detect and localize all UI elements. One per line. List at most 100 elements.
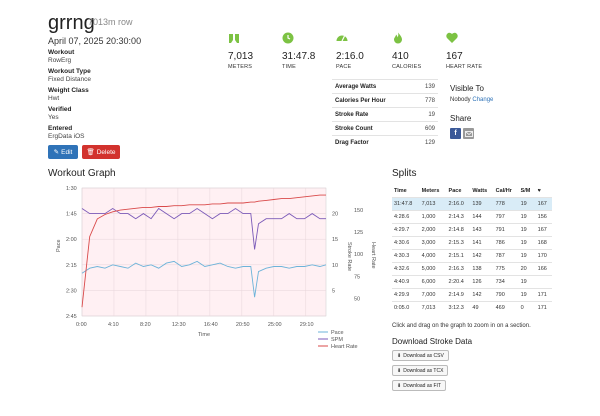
x-axis-title: Time <box>198 332 210 338</box>
y-tick-label: 2:30 <box>66 288 77 294</box>
y-axis-title: Pace <box>56 239 62 252</box>
split-pace: 2:14.9 <box>446 287 471 301</box>
split-watts: 143 <box>470 222 494 236</box>
entered-label: Entered <box>48 125 73 132</box>
x-tick-label: 4:10 <box>108 322 119 328</box>
download-csv-label: Download as CSV <box>403 352 444 359</box>
download-tcx-button[interactable]: ⬇ Download as TCX <box>392 365 449 376</box>
delete-button-label: Delete <box>96 148 116 156</box>
verified-value: Yes <box>48 114 59 121</box>
download-fit-label: Download as FIT <box>403 382 441 389</box>
split-meters: 1,000 <box>419 209 447 223</box>
x-tick-label: 8:20 <box>140 322 151 328</box>
split-time: 31:47.8 <box>392 196 420 210</box>
splits-row: 4:32.6 5,000 2:16.3 138 775 20 166 <box>392 261 552 275</box>
edit-button[interactable]: ✎ Edit <box>48 145 78 159</box>
average-watts-label: Average Watts <box>332 79 415 94</box>
splits-header-row: Time Meters Pace Watts Cal/Hr S/M ♥ <box>392 185 552 197</box>
split-meters: 7,000 <box>419 287 447 301</box>
workout-value: RowErg <box>48 57 72 64</box>
col-watts: Watts <box>472 187 488 194</box>
legend-label: Pace <box>331 330 344 336</box>
email-share-button[interactable] <box>463 128 474 139</box>
x-tick-label: 12:30 <box>172 322 186 328</box>
pace-value: 2:16.0 <box>336 51 364 62</box>
split-cal-hr: 790 <box>493 287 519 301</box>
split-cal-hr: 775 <box>493 261 519 275</box>
split-watts: 138 <box>470 261 494 275</box>
download-icon: ⬇ <box>397 352 402 359</box>
pace-line <box>81 260 327 298</box>
split-cal-hr: 787 <box>493 248 519 262</box>
download-csv-button[interactable]: ⬇ Download as CSV <box>392 350 449 361</box>
y-tick-label: 1:45 <box>66 212 77 218</box>
visible-to-value: Nobody Change <box>450 97 493 103</box>
split-heart-rate: 171 <box>535 300 552 314</box>
weight-class-label: Weight Class <box>48 87 89 94</box>
split-heart-rate: 167 <box>535 222 552 236</box>
meters-value: 7,013 <box>228 51 254 62</box>
split-watts: 142 <box>470 287 494 301</box>
time-label: TIME <box>282 64 296 70</box>
workout-graph-heading: Workout Graph <box>48 168 116 179</box>
split-spm: 19 <box>518 235 536 249</box>
split-meters: 5,000 <box>419 261 447 275</box>
meters-label: METERS <box>228 64 253 70</box>
spm-tick-label: 15 <box>332 237 338 243</box>
col-spm: S/M <box>520 187 531 194</box>
split-cal-hr: 778 <box>493 196 519 210</box>
hr-tick-label: 75 <box>354 274 360 280</box>
spm-tick-label: 20 <box>332 212 338 218</box>
split-heart-rate: 168 <box>535 235 552 249</box>
spm-tick-label: 5 <box>332 288 335 294</box>
split-meters: 3,000 <box>419 235 447 249</box>
stroke-count-label: Stroke Count <box>332 121 415 136</box>
y-tick-label: 2:00 <box>66 237 77 243</box>
x-tick-label: 0:00 <box>76 322 87 328</box>
split-spm: 19 <box>518 248 536 262</box>
split-pace: 2:20.4 <box>446 274 471 288</box>
split-time: 4:32.6 <box>392 261 420 275</box>
edit-button-label: Edit <box>61 148 73 156</box>
workout-title: grrng <box>48 12 95 34</box>
split-time: 4:29.7 <box>392 222 420 236</box>
stat-meters: 7,013 METERS <box>228 31 288 70</box>
download-fit-button[interactable]: ⬇ Download as FIT <box>392 380 446 391</box>
table-row: Average Watts 139 <box>332 79 438 94</box>
split-time: 4:28.6 <box>392 209 420 223</box>
splits-row: 4:29.9 7,000 2:14.9 142 790 19 171 <box>392 287 552 301</box>
flame-icon <box>394 32 402 44</box>
hr-tick-label: 150 <box>354 208 363 214</box>
drag-factor-label: Drag Factor <box>332 135 415 150</box>
drag-factor-value: 129 <box>414 135 438 150</box>
pace-label: PACE <box>336 64 352 70</box>
split-meters: 7,013 <box>419 300 447 314</box>
split-pace: 3:12.3 <box>446 300 471 314</box>
spm-line <box>81 207 326 250</box>
workout-graph[interactable]: 1:30 1:45 2:00 2:15 2:30 2:45 0:00 4:10 8:20 12:3… <box>48 182 384 357</box>
table-row: Calories Per Hour 778 <box>332 93 438 108</box>
download-tcx-label: Download as TCX <box>403 367 444 374</box>
change-visibility-link[interactable]: Change <box>472 97 494 103</box>
split-pace: 2:16.3 <box>446 261 471 275</box>
facebook-share-button[interactable]: f <box>450 128 461 139</box>
split-pace: 2:15.3 <box>446 235 471 249</box>
spm-tick-label: 10 <box>332 263 338 269</box>
split-heart-rate: 170 <box>535 248 552 262</box>
download-heading: Download Stroke Data <box>392 337 473 346</box>
split-spm: 20 <box>518 261 536 275</box>
x-tick-label: 16:40 <box>204 322 218 328</box>
split-pace: 2:16.0 <box>446 196 471 210</box>
stat-time: 31:47.8 TIME <box>282 31 342 70</box>
splits-row: 31:47.8 7,013 2:16.0 139 778 19 167 <box>392 196 552 210</box>
delete-button[interactable]: 🗑 Delete <box>82 145 120 159</box>
calories-per-hour-label: Calories Per Hour <box>332 93 415 108</box>
col-heart-icon: ♥ <box>537 187 541 194</box>
workout-type-label: Workout Type <box>48 68 91 75</box>
split-cal-hr: 791 <box>493 222 519 236</box>
trash-icon: 🗑 <box>86 149 95 156</box>
clock-icon <box>282 32 294 44</box>
calories-per-hour-value: 778 <box>414 93 438 108</box>
split-spm: 19 <box>518 209 536 223</box>
hr-tick-label: 100 <box>354 252 363 258</box>
